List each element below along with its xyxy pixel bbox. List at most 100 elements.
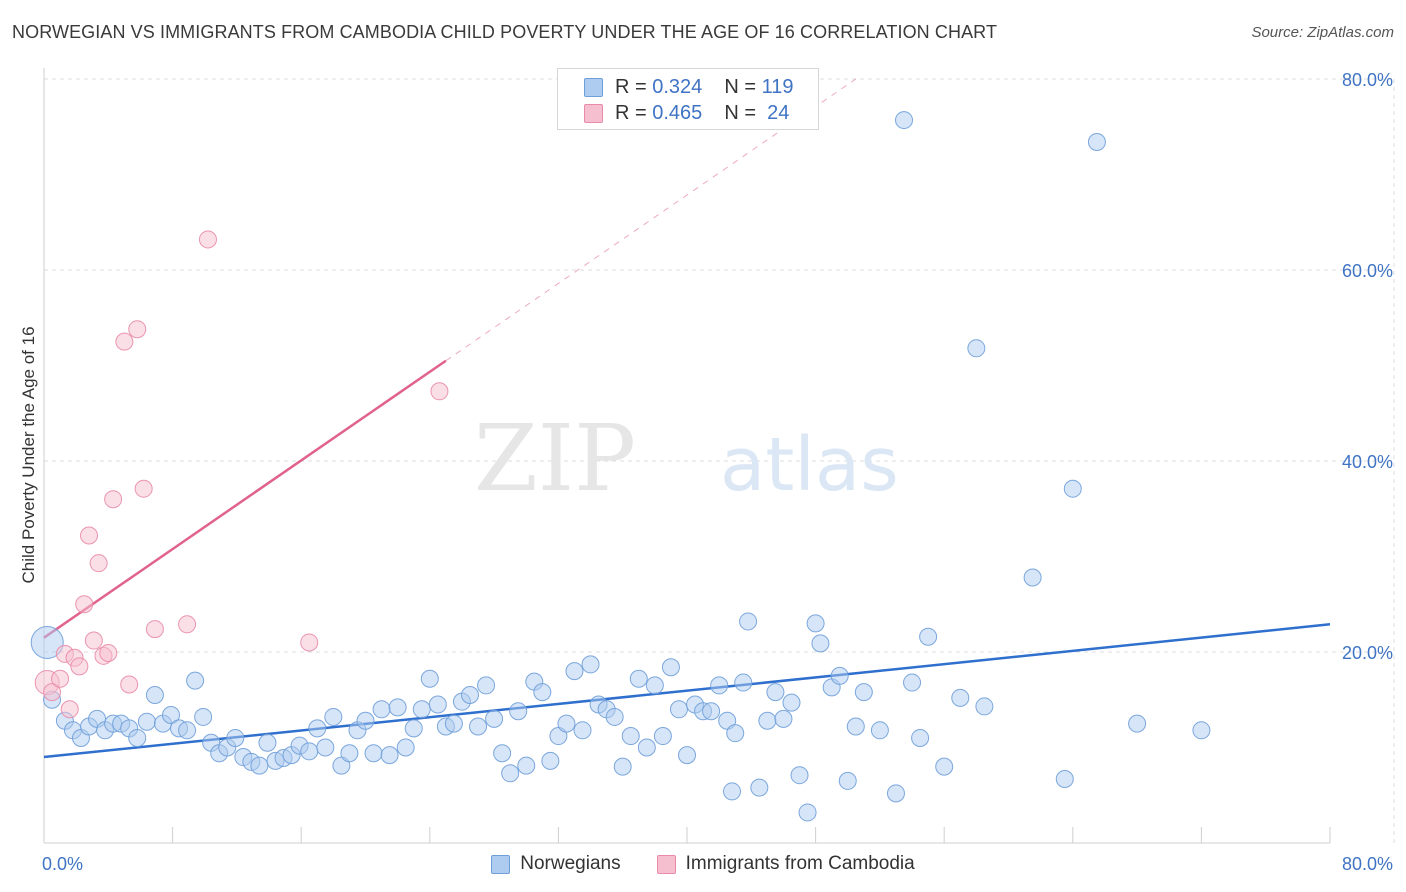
legend-r-value: 0.465: [652, 101, 703, 124]
norwegians-point-18: [186, 671, 205, 690]
norwegians-point-19: [194, 707, 213, 726]
trend-line-1: [43, 359, 447, 639]
norwegians-point-103: [870, 721, 889, 740]
stats-legend: R = 0.324 N = 119 R = 0.465 N = 24: [557, 68, 819, 130]
norwegians-point-83: [710, 676, 729, 695]
norwegians-point-74: [637, 738, 656, 757]
norwegians-point-87: [734, 673, 753, 692]
norwegians-point-110: [951, 688, 970, 707]
norwegians-point-0: [30, 625, 64, 659]
norwegians-point-101: [846, 717, 865, 736]
axes: [43, 68, 1331, 844]
y-tick-label-0: 20.0%: [1342, 643, 1393, 663]
norwegians-point-58: [509, 702, 528, 721]
norwegians-point-104: [886, 784, 905, 803]
norwegians-point-72: [621, 727, 640, 746]
norwegians-point-44: [396, 738, 415, 757]
gridlines: [44, 78, 1395, 843]
cambodia-point-8: [80, 526, 99, 545]
norwegians-point-55: [485, 709, 504, 728]
x-tick-label-1: 80.0%: [1342, 854, 1393, 874]
norwegians-point-54: [477, 676, 496, 695]
norwegians-point-64: [557, 714, 576, 733]
legend-item-cambodia[interactable]: Immigrants from Cambodia: [656, 853, 915, 875]
norwegians-point-33: [308, 719, 327, 738]
source-label: Source: ZipAtlas.com: [1251, 24, 1394, 41]
norwegians-point-77: [661, 658, 680, 677]
norwegians-point-47: [420, 669, 439, 688]
x-tick-label-0: 0.0%: [42, 854, 83, 874]
norwegians-point-56: [493, 744, 512, 763]
norwegians-point-102: [854, 683, 873, 702]
norwegians-point-109: [935, 757, 954, 776]
norwegians-point-88: [739, 612, 758, 631]
norwegians-point-27: [258, 733, 277, 752]
norwegians-point-26: [250, 756, 269, 775]
norwegians-point-90: [758, 711, 777, 730]
cambodia-point-9: [84, 631, 103, 650]
cambodia-point-17: [134, 479, 153, 498]
legend-r-value: 0.324: [652, 75, 703, 98]
norwegians-point-118: [1192, 721, 1211, 740]
watermark-atlas: atlas: [720, 422, 899, 508]
watermark-zip: ZIP: [474, 405, 636, 512]
trend-lines: [43, 78, 1331, 759]
legend-n-value: 119: [761, 75, 794, 98]
legend-swatch-blue: [584, 77, 603, 97]
norwegians-point-89: [750, 778, 769, 797]
norwegians-point-46: [412, 700, 431, 719]
legend-swatch-blue: [491, 854, 511, 874]
norwegians-point-11: [128, 728, 147, 747]
chart-title: NORWEGIAN VS IMMIGRANTS FROM CAMBODIA CH…: [12, 22, 998, 42]
cambodia-point-15: [120, 675, 139, 694]
norwegians-point-86: [726, 724, 745, 743]
cambodia-point-13: [104, 490, 123, 509]
norwegians-point-15: [161, 706, 180, 725]
data-points: [30, 111, 1211, 822]
norwegians-point-61: [533, 683, 552, 702]
cambodia-point-20: [198, 230, 217, 249]
norwegians-point-71: [613, 757, 632, 776]
legend-item-norwegians[interactable]: Norwegians: [491, 853, 621, 875]
norwegians-point-12: [137, 712, 156, 731]
norwegians-point-23: [226, 728, 245, 747]
norwegians-point-91: [766, 683, 785, 702]
norwegians-point-97: [811, 634, 830, 653]
legend-r-label: R =: [615, 75, 647, 98]
trend-line-0: [43, 623, 1331, 759]
legend-swatch-pink: [656, 854, 676, 874]
norwegians-point-94: [790, 766, 809, 785]
norwegians-point-117: [1128, 714, 1147, 733]
norwegians-point-82: [702, 702, 721, 721]
legend-label-norwegians: Norwegians: [520, 853, 621, 874]
legend-swatch-pink: [584, 103, 603, 123]
legend-row-norwegians: R = 0.324 N = 119: [584, 74, 793, 100]
axis-labels: 20.0% 40.0% 60.0% 80.0% 0.0% 80.0% Child Pover…: [19, 70, 1393, 874]
cambodia-point-22: [430, 382, 449, 401]
norwegians-point-45: [404, 719, 423, 738]
norwegians-point-70: [605, 707, 624, 726]
norwegians-point-34: [316, 738, 335, 757]
norwegians-point-85: [723, 782, 742, 801]
legend-r-label: R =: [615, 101, 647, 124]
norwegians-point-114: [1055, 770, 1074, 789]
norwegians-point-62: [541, 751, 560, 770]
norwegians-point-112: [975, 697, 994, 716]
y-tick-label-2: 60.0%: [1342, 261, 1393, 281]
cambodia-point-14: [115, 332, 134, 351]
y-tick-label-3: 80.0%: [1342, 70, 1393, 90]
cambodia-point-19: [178, 615, 197, 634]
legend-n-label: N =: [724, 101, 756, 124]
norwegians-point-39: [356, 711, 375, 730]
cambodia-point-6: [70, 657, 89, 676]
norwegians-point-59: [517, 756, 536, 775]
norwegians-point-35: [324, 707, 343, 726]
legend-label-cambodia: Immigrants from Cambodia: [685, 853, 915, 874]
norwegians-point-115: [1063, 479, 1082, 498]
y-axis-label: Child Poverty Under the Age of 16: [19, 326, 38, 583]
norwegians-point-53: [469, 717, 488, 736]
norwegians-point-76: [653, 727, 672, 746]
legend-row-cambodia: R = 0.465 N = 24: [584, 100, 789, 126]
norwegians-point-32: [300, 742, 319, 761]
